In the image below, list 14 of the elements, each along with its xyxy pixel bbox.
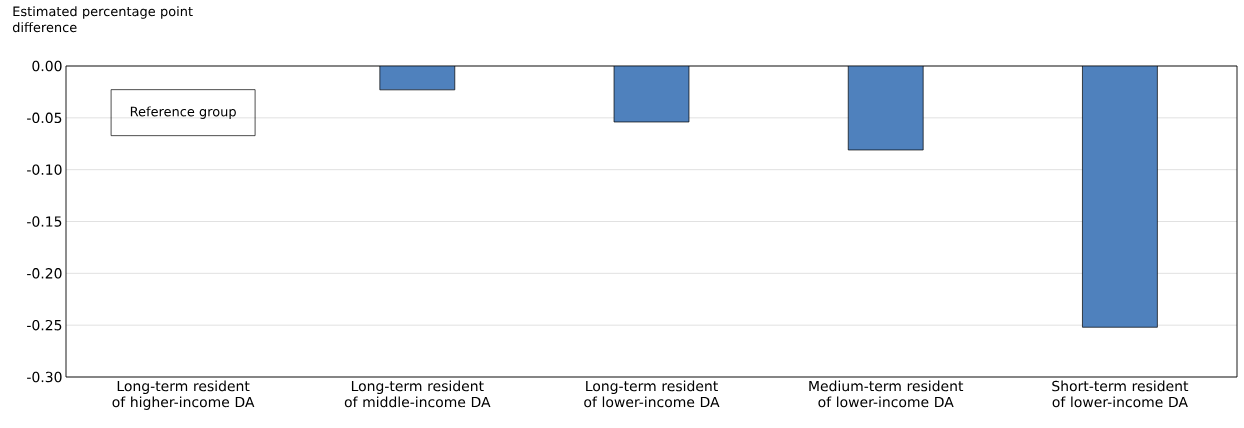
y-tick-label: -0.10 (27, 164, 62, 175)
y-tick-label: -0.30 (27, 371, 62, 383)
x-tick-label: Long-term resident of lower-income DA (584, 380, 720, 408)
y-tick-label: 0.00 (32, 60, 62, 72)
y-tick-label: -0.25 (27, 319, 62, 331)
x-tick-label: Short-term resident of lower-income DA (1052, 380, 1189, 408)
y-axis-title: Estimated percentage point difference (12, 6, 193, 33)
x-tick-label: Medium-term resident of lower-income DA (809, 380, 964, 408)
y-tick-label: -0.20 (27, 268, 62, 279)
annotation: Reference group (130, 106, 236, 119)
y-tick-label: -0.15 (27, 216, 62, 227)
x-tick-label: Long-term resident of middle-income DA (344, 380, 491, 408)
x-tick-label: Long-term resident of higher-income DA (112, 380, 255, 410)
y-tick-label: -0.05 (27, 112, 62, 124)
